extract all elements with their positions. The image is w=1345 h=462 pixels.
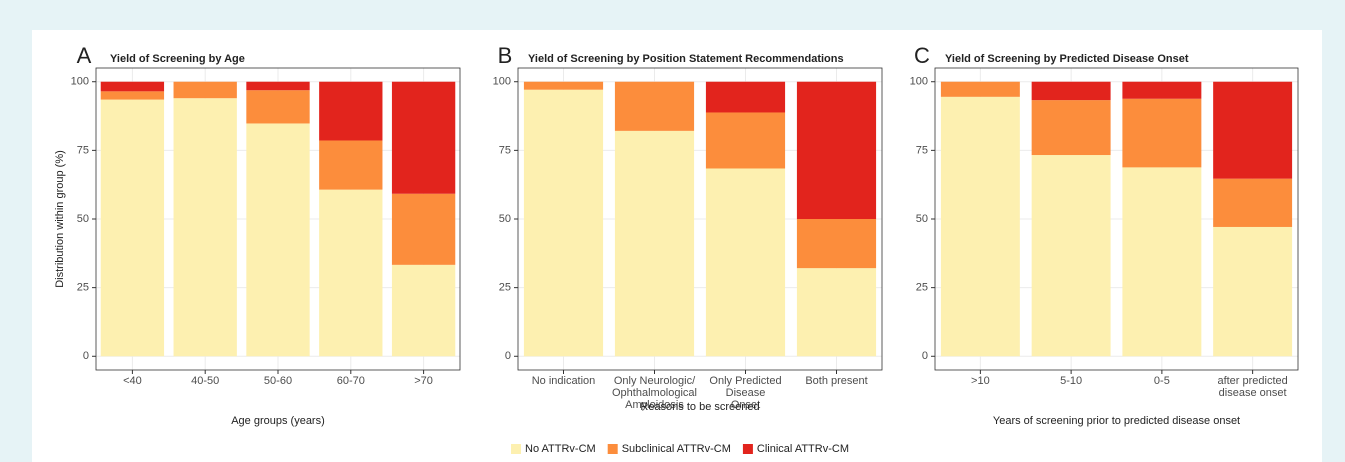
bar-segment bbox=[246, 123, 310, 357]
x-axis-label: Age groups (years) bbox=[231, 415, 325, 427]
y-axis-label: Distribution within group (%) bbox=[54, 150, 66, 288]
bar-segment bbox=[1213, 81, 1293, 179]
bar-segment bbox=[319, 81, 383, 141]
x-tick-label: No indication bbox=[532, 375, 596, 387]
legend-swatch bbox=[742, 444, 753, 454]
bar-segment bbox=[1213, 226, 1293, 357]
x-tick-label: Only Predicted Disease Onset bbox=[709, 375, 781, 411]
x-tick-label: after predicted disease onset bbox=[1217, 375, 1287, 399]
bar-segment bbox=[391, 264, 456, 357]
x-tick-label: 40-50 bbox=[191, 375, 219, 387]
panel-label: C bbox=[914, 43, 930, 68]
panel-title: Yield of Screening by Age bbox=[110, 53, 245, 65]
bar-segment bbox=[796, 268, 877, 357]
legend-item: Subclinical ATTRv-CM bbox=[607, 443, 731, 455]
y-tick-label: 50 bbox=[77, 213, 89, 225]
bar-segment bbox=[796, 219, 877, 269]
plot-border bbox=[517, 67, 883, 371]
bar-segment bbox=[319, 189, 383, 357]
plot-border bbox=[934, 67, 1299, 371]
bar-segment bbox=[940, 81, 1020, 97]
x-tick-label: Both present bbox=[805, 375, 867, 387]
panel-label: B bbox=[498, 43, 513, 68]
bar-segment bbox=[1213, 178, 1293, 227]
bar-segment bbox=[100, 81, 165, 92]
bar-segment bbox=[1122, 81, 1202, 99]
panel-title: Yield of Screening by Predicted Disease … bbox=[945, 53, 1189, 65]
x-tick-label: 0-5 bbox=[1154, 375, 1170, 387]
x-tick-label: <40 bbox=[123, 375, 142, 387]
y-tick-label: 100 bbox=[71, 76, 89, 88]
bar-segment bbox=[705, 112, 786, 169]
x-axis-label: Years of screening prior to predicted di… bbox=[993, 415, 1240, 427]
x-tick-label: 60-70 bbox=[337, 375, 365, 387]
x-tick-label: 50-60 bbox=[264, 375, 292, 387]
y-tick-label: 75 bbox=[916, 144, 928, 156]
bar-segment bbox=[614, 130, 695, 357]
x-axis-label: Reasons to be screened bbox=[640, 401, 759, 413]
bar-segment bbox=[614, 81, 695, 131]
bar-segment bbox=[1031, 100, 1111, 156]
bar-segment bbox=[1122, 98, 1202, 168]
legend-label: No ATTRv-CM bbox=[525, 443, 596, 455]
y-tick-label: 75 bbox=[499, 144, 511, 156]
bar-segment bbox=[173, 98, 237, 357]
legend-swatch bbox=[511, 444, 522, 454]
y-tick-label: 25 bbox=[499, 282, 511, 294]
bar-segment bbox=[391, 193, 456, 265]
y-tick-label: 0 bbox=[505, 350, 511, 362]
bar-segment bbox=[246, 81, 310, 91]
panel-label: A bbox=[77, 43, 92, 68]
x-tick-label: 5-10 bbox=[1060, 375, 1082, 387]
bar-segment bbox=[100, 91, 165, 100]
y-tick-label: 0 bbox=[922, 350, 928, 362]
legend-swatch bbox=[607, 444, 618, 454]
bar-segment bbox=[391, 81, 456, 194]
plot-border bbox=[95, 67, 461, 371]
y-tick-label: 100 bbox=[493, 76, 511, 88]
bar-segment bbox=[1031, 81, 1111, 101]
bar-segment bbox=[1031, 155, 1111, 357]
legend-label: Clinical ATTRv-CM bbox=[757, 443, 849, 455]
y-tick-label: 25 bbox=[77, 282, 89, 294]
bar-segment bbox=[319, 140, 383, 190]
panel-title: Yield of Screening by Position Statement… bbox=[528, 53, 844, 65]
y-tick-label: 100 bbox=[910, 76, 928, 88]
y-tick-label: 50 bbox=[916, 213, 928, 225]
bar-segment bbox=[173, 81, 237, 99]
bar-segment bbox=[705, 168, 786, 357]
y-tick-label: 75 bbox=[77, 144, 89, 156]
bar-segment bbox=[796, 81, 877, 220]
y-tick-label: 0 bbox=[83, 350, 89, 362]
bar-segment bbox=[940, 96, 1020, 357]
bar-segment bbox=[523, 81, 604, 90]
bar-segment bbox=[705, 81, 786, 113]
legend-label: Subclinical ATTRv-CM bbox=[622, 443, 731, 455]
bar-segment bbox=[523, 89, 604, 357]
bar-segment bbox=[1122, 167, 1202, 357]
x-tick-label: Only Neurologic/Ophthalmological Amyloido… bbox=[612, 375, 697, 411]
legend-item: No ATTRv-CM bbox=[511, 443, 596, 455]
x-tick-label: >70 bbox=[414, 375, 433, 387]
y-tick-label: 50 bbox=[499, 213, 511, 225]
bar-segment bbox=[246, 90, 310, 124]
y-tick-label: 25 bbox=[916, 282, 928, 294]
legend-item: Clinical ATTRv-CM bbox=[742, 443, 849, 455]
x-tick-label: >10 bbox=[971, 375, 990, 387]
bar-segment bbox=[100, 99, 165, 357]
